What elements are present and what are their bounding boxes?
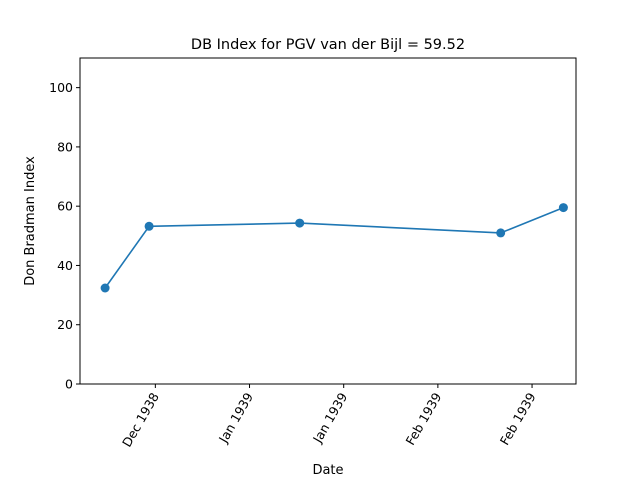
series-line xyxy=(104,206,564,289)
y-tick-label: 20 xyxy=(57,317,73,332)
data-point xyxy=(558,203,568,213)
y-tick-label: 40 xyxy=(57,258,73,273)
x-axis-label: Date xyxy=(312,463,343,478)
data-point xyxy=(295,218,305,228)
chart-title: DB Index for PGV van der Bijl = 59.52 xyxy=(191,37,465,53)
y-axis-label: Don Bradman Index xyxy=(23,156,38,286)
y-tick-label: 0 xyxy=(65,377,73,392)
x-tick-label: Jan 1939 xyxy=(215,390,256,446)
y-tick-label: 100 xyxy=(49,80,73,95)
x-tick-label: Feb 1939 xyxy=(403,390,445,448)
data-point xyxy=(496,228,506,238)
y-tick-label: 60 xyxy=(57,199,73,214)
data-point xyxy=(100,283,110,293)
data-point xyxy=(144,221,154,231)
y-tick-label: 80 xyxy=(57,139,73,154)
x-tick-label: Dec 1938 xyxy=(119,390,162,449)
plot-area-frame xyxy=(79,57,577,385)
x-tick-label: Jan 1939 xyxy=(309,390,350,446)
x-tick-label: Feb 1939 xyxy=(497,390,539,448)
